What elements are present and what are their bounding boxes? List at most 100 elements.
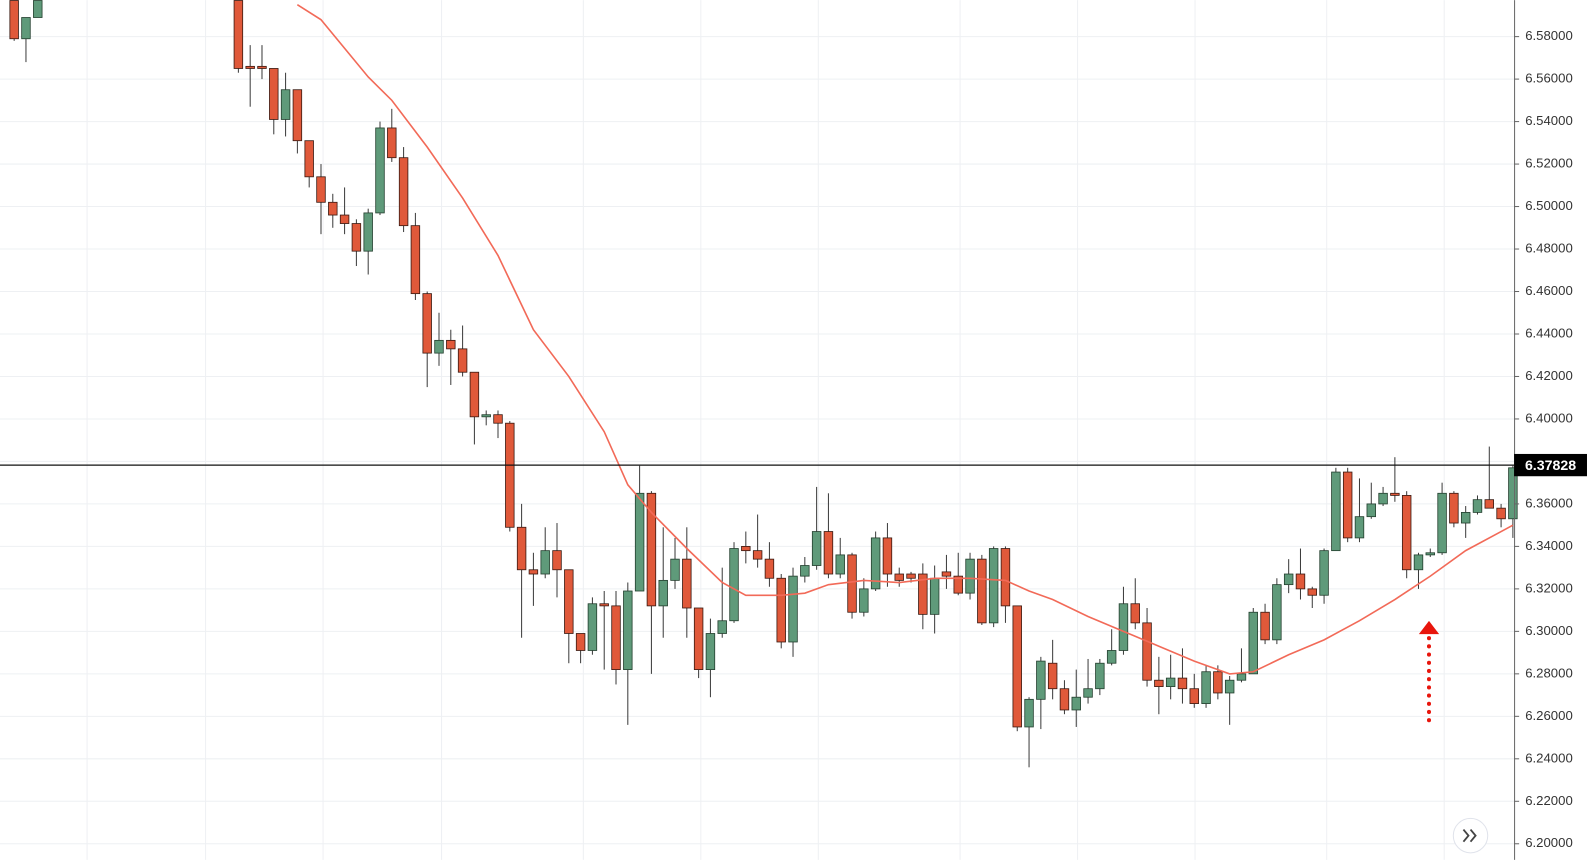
candle-body: [823, 531, 834, 575]
candle-body: [304, 140, 314, 178]
candle-body: [752, 550, 763, 560]
y-tick-label: 6.32000: [1525, 580, 1573, 595]
candle-body: [410, 225, 421, 295]
candle-body: [328, 201, 338, 216]
candle-body: [540, 550, 550, 575]
y-tick-label: 6.44000: [1525, 325, 1573, 340]
candle-body: [1425, 552, 1435, 556]
candle-body: [1000, 548, 1011, 607]
candle-body: [280, 89, 291, 120]
candle-body: [1472, 499, 1483, 513]
candle-body: [245, 65, 255, 69]
y-tick-label: 6.22000: [1525, 793, 1573, 808]
scroll-button[interactable]: [1452, 817, 1489, 854]
candle-body: [1248, 611, 1258, 675]
candle-body: [9, 0, 19, 40]
candle-body: [1071, 696, 1081, 711]
candle-body: [1047, 662, 1058, 690]
candle-body: [1130, 603, 1140, 624]
candle-body: [965, 558, 975, 594]
y-tick-label: 6.20000: [1525, 835, 1573, 850]
button-circle[interactable]: [1452, 817, 1489, 854]
candle-body: [587, 603, 598, 651]
candle-body: [528, 569, 539, 575]
candle-body: [623, 590, 633, 671]
candle-body: [1508, 467, 1518, 520]
candle-body: [481, 414, 491, 418]
candle-body: [398, 157, 409, 227]
candle-body: [953, 575, 963, 594]
candle-body: [1106, 650, 1117, 664]
candle-body: [457, 348, 468, 373]
candle-body: [1272, 584, 1282, 641]
candle-body: [918, 573, 928, 615]
y-tick-label: 6.48000: [1525, 240, 1573, 255]
candle-body: [859, 588, 869, 613]
candle-body: [1331, 471, 1341, 552]
candle-body: [1319, 550, 1329, 596]
candle-body: [1378, 492, 1388, 505]
candle-body: [1283, 573, 1294, 586]
candle-body: [929, 577, 940, 615]
candle-body: [1095, 662, 1105, 690]
candle-body: [988, 548, 999, 624]
y-tick-label: 6.52000: [1525, 156, 1573, 171]
candle-body: [764, 558, 775, 579]
candle-body: [339, 214, 350, 224]
candle-body: [1059, 688, 1070, 711]
y-tick-label: 6.40000: [1525, 410, 1573, 425]
candle-body: [257, 65, 267, 69]
candle-body: [1295, 573, 1306, 590]
candle-body: [741, 545, 751, 552]
candle-body: [693, 607, 704, 671]
candle-body: [811, 531, 822, 566]
plot-area: [0, 0, 1518, 768]
candle-body: [1484, 499, 1494, 509]
candle-body: [870, 537, 881, 590]
button-icon[interactable]: [1462, 828, 1477, 843]
candle-body: [375, 127, 385, 214]
candle-body: [1189, 688, 1199, 704]
price-grid: [0, 36, 1515, 845]
candle-body: [1213, 671, 1223, 694]
y-tick-label: 6.36000: [1525, 495, 1573, 510]
candle-body: [835, 554, 845, 575]
annotation-arrow: [1418, 620, 1440, 730]
arrow-head: [1418, 620, 1440, 635]
candle-body: [646, 492, 657, 607]
candle-body: [493, 414, 503, 424]
candle-body: [1012, 605, 1022, 728]
candle-body: [422, 293, 432, 354]
candle-body: [1307, 588, 1317, 596]
candle-body: [1437, 492, 1447, 554]
candle-body: [670, 558, 680, 581]
y-tick-label: 6.54000: [1525, 113, 1573, 128]
candle-body: [977, 558, 987, 624]
candle-body: [233, 0, 244, 69]
candle-body: [1354, 516, 1365, 539]
y-tick-label: 6.28000: [1525, 665, 1573, 680]
candle-body: [1177, 677, 1188, 690]
y-tick-label: 6.26000: [1525, 708, 1573, 723]
candle-body: [682, 558, 692, 609]
candle-body: [505, 422, 515, 528]
candle-body: [269, 68, 279, 120]
candle-body: [446, 339, 456, 350]
candle-body: [1201, 671, 1211, 704]
candle-body: [941, 571, 952, 577]
candle-body: [564, 569, 574, 634]
candle-body: [611, 605, 621, 671]
candle-body: [1449, 492, 1459, 524]
candle-body: [1236, 673, 1247, 681]
candle-body: [387, 127, 397, 159]
candle-body: [1260, 611, 1270, 641]
candle-body: [1142, 622, 1152, 681]
y-tick-label: 6.50000: [1525, 198, 1573, 213]
candle-body: [552, 550, 562, 571]
candle-body: [1342, 471, 1353, 539]
candle-body: [316, 176, 326, 203]
candle-body: [800, 565, 810, 577]
candle-body: [1366, 503, 1376, 518]
